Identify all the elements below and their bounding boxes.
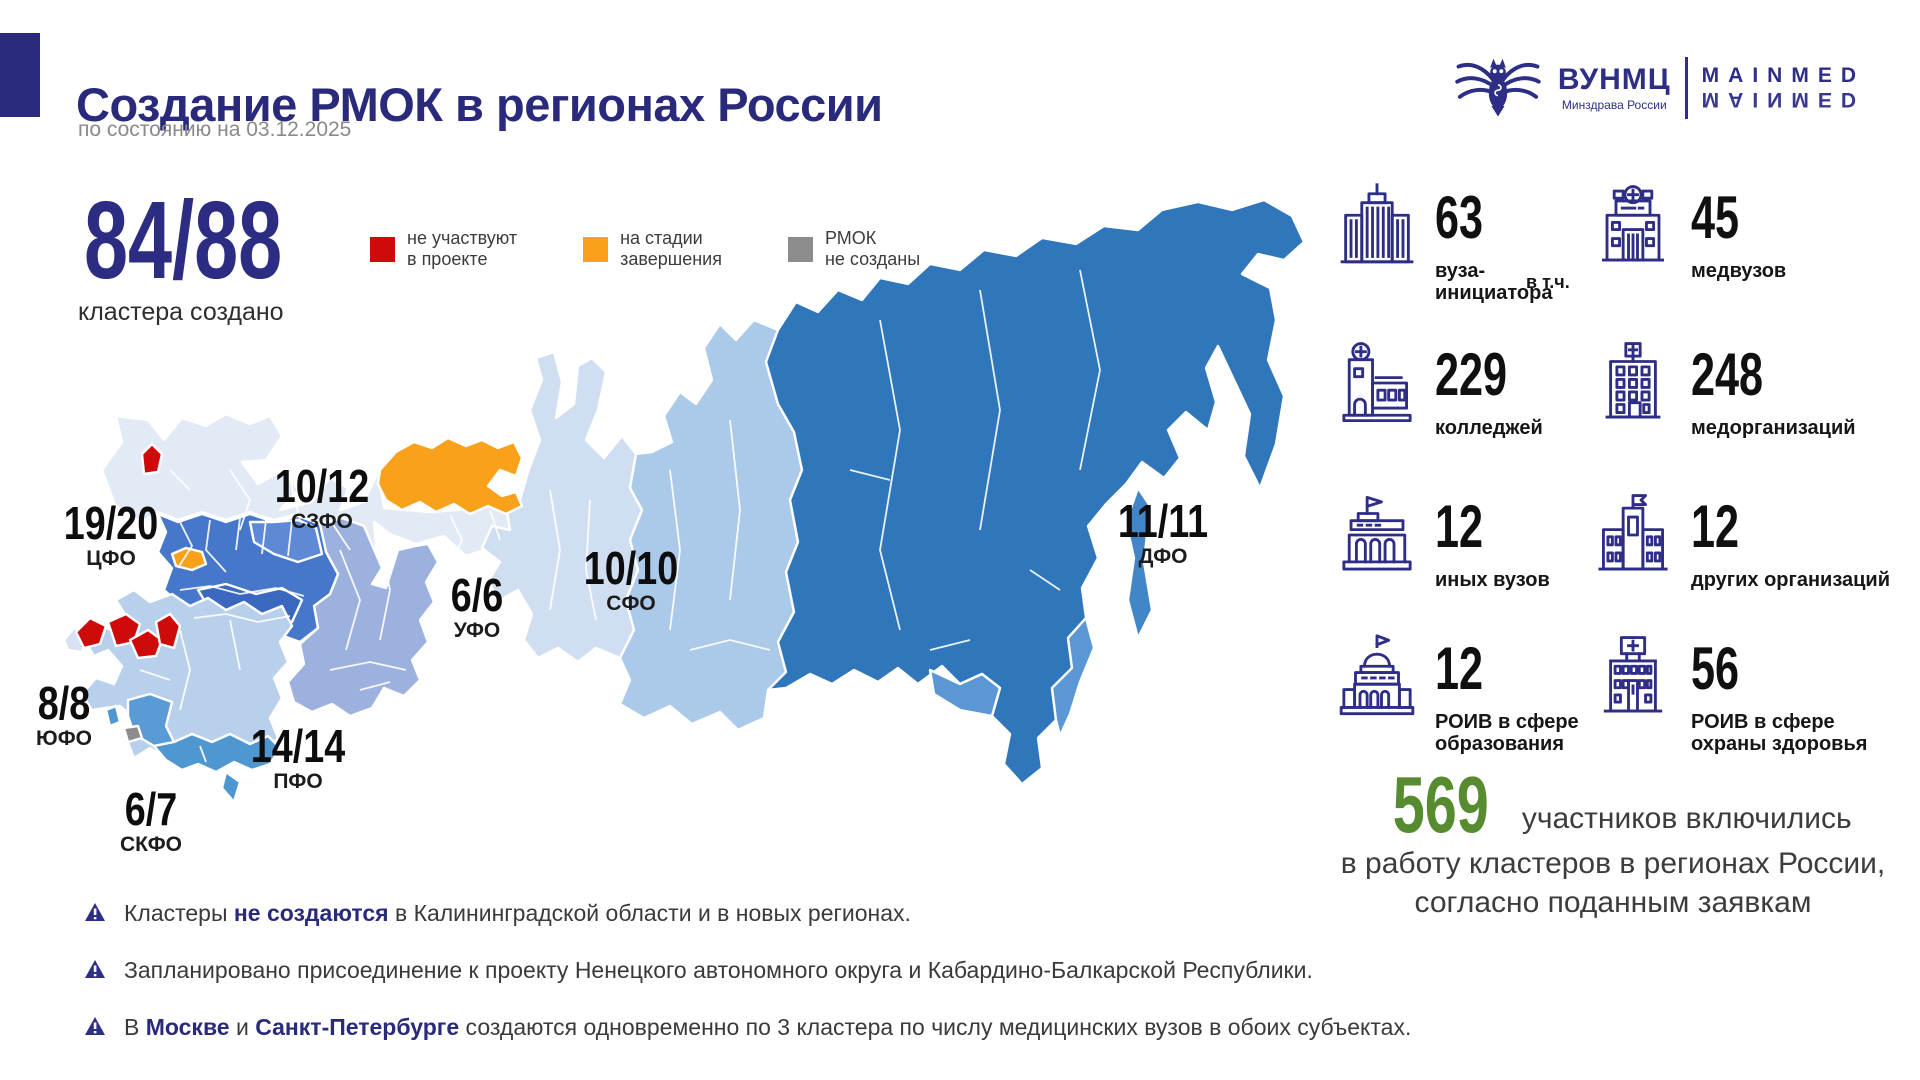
organization-flag-icon — [1592, 492, 1678, 580]
note-kaliningrad: Кластеры не создаются в Калининградской … — [84, 900, 1844, 927]
warning-triangle-icon — [84, 959, 106, 979]
date-note: по состоянию на 03.12.2025 — [78, 118, 352, 141]
district-dfo-east-light — [1050, 616, 1096, 738]
including-label: в т.ч. — [1526, 272, 1570, 292]
stat-value: 12 — [1435, 635, 1484, 702]
region-nao-orange — [376, 436, 524, 516]
stat-universities-initiators: 63 вуза- инициатора — [1336, 183, 1552, 304]
stat-colleges: 229 колледжей — [1336, 340, 1543, 439]
legend: не участвуют в проекте на стадии завершени… — [370, 228, 920, 270]
medical-organization-icon — [1592, 340, 1678, 428]
stat-label: других организаций — [1691, 569, 1891, 591]
legend-swatch-orange — [583, 237, 609, 262]
stat-roiv-education: 12 РОИВ в сфере образования — [1336, 634, 1579, 755]
russia-choropleth-map: 19/20 ЦФО 10/12 СЗФО 6/6 УФО 10/10 СФО 11/11… — [30, 170, 1330, 945]
district-skfo-tip — [220, 770, 242, 804]
stat-value: 12 — [1435, 493, 1484, 560]
participants-count: 569 — [1393, 760, 1490, 849]
inner-region-borders — [139, 269, 1101, 763]
stat-label: вуза- инициатора — [1435, 260, 1553, 304]
map-label-pfo: 14/14 ПФО — [250, 720, 346, 794]
map-label-skfo: 6/7 СКФО — [120, 783, 182, 857]
classic-university-flag-icon — [1336, 492, 1422, 580]
map-label-yufo: 8/8 ЮФО — [36, 677, 92, 751]
stat-label: медорганизаций — [1691, 417, 1856, 439]
stat-label: РОИВ в сфере охраны здоровья — [1691, 711, 1868, 755]
stat-value: 12 — [1691, 493, 1740, 560]
legend-label: на стадии — [620, 228, 703, 248]
legend-item-completing: на стадии завершения — [583, 228, 722, 270]
logo-brand-reflection: MAINMED — [1701, 88, 1865, 111]
stat-other-organizations: 12 других организаций — [1592, 492, 1890, 591]
region-adygea — [104, 704, 122, 728]
clusters-created-caption: кластера создано — [78, 298, 284, 326]
participants-line2: в работу кластеров в регионах России, — [1340, 847, 1886, 881]
stat-label: колледжей — [1435, 417, 1543, 439]
district-skfo — [152, 732, 282, 774]
district-cfo-shade — [248, 518, 324, 564]
legend-swatch-red — [370, 237, 395, 262]
regions-red-new-territories — [74, 612, 182, 660]
stat-roiv-health: 56 РОИВ в сфере охраны здоровья — [1592, 634, 1867, 755]
clusters-created-ratio: 84/88 — [84, 179, 283, 302]
region-gray-not-created — [122, 724, 144, 744]
note-planned-joining: Запланировано присоединение к проекту Не… — [84, 957, 1844, 984]
region-kaliningrad-red — [140, 442, 164, 476]
legend-label: не участвуют — [407, 228, 518, 248]
legend-label: РМОК — [824, 228, 877, 248]
stat-label: РОИВ в сфере образования — [1435, 711, 1579, 755]
participants-line1: участников включились — [1521, 802, 1852, 836]
stat-label: иных вузов — [1435, 569, 1550, 591]
map-label-szfo: 10/12 СЗФО — [274, 460, 370, 534]
stat-med-organizations: 248 медорганизаций — [1592, 340, 1856, 439]
russia-map-svg — [62, 198, 1306, 804]
warning-triangle-icon — [84, 902, 106, 922]
college-building-icon — [1336, 340, 1422, 428]
stat-value: 45 — [1691, 184, 1740, 251]
district-dfo-south-light — [928, 668, 1002, 718]
legend-swatch-gray — [787, 237, 813, 262]
stat-value: 56 — [1691, 635, 1740, 702]
stat-label: медвузов — [1691, 260, 1787, 282]
logo-divider — [1684, 56, 1688, 119]
map-label-sfo: 10/10 СФО — [583, 542, 679, 616]
hospital-building-icon — [1592, 634, 1678, 722]
owl-logo-icon — [1452, 50, 1544, 125]
island-sakhalin — [1124, 486, 1154, 640]
map-label-cfo: 19/20 ЦФО — [63, 497, 159, 571]
capitol-dome-flag-icon — [1336, 634, 1422, 722]
stat-value: 248 — [1691, 341, 1764, 408]
participants-summary: 569 участников включились в работу класт… — [1330, 760, 1896, 922]
district-dfo — [764, 198, 1306, 786]
logo-org-name: ВУНМЦ — [1557, 62, 1671, 96]
participants-line3: согласно поданным заявкам — [1414, 886, 1812, 920]
logo: ВУНМЦ Минздрава России MAINMED MAINMED — [1452, 50, 1865, 125]
logo-brand-text: MAINMED — [1701, 64, 1865, 87]
warning-triangle-icon — [84, 1016, 106, 1036]
legend-item-not-participating: не участвуют в проекте — [370, 228, 517, 270]
stat-value: 229 — [1435, 341, 1508, 408]
legend-item-not-created: РМОК не созданы — [787, 228, 920, 270]
stat-other-universities: 12 иных вузов — [1336, 492, 1550, 591]
map-label-dfo: 11/11 ДФО — [1117, 495, 1209, 569]
logo-org-subtitle: Минздрава России — [1561, 97, 1667, 112]
corner-accent-block — [0, 33, 40, 117]
map-label-ufo: 6/6 УФО — [450, 569, 504, 643]
page-title: Создание РМОК в регионах России — [76, 78, 883, 132]
stat-med-universities: 45 медвузов — [1592, 183, 1786, 282]
note-moscow-spb: В Москве и Санкт-Петербурге создаются од… — [84, 1014, 1844, 1041]
stat-value: 63 — [1435, 184, 1484, 251]
university-building-icon — [1336, 183, 1422, 271]
medical-university-icon — [1592, 183, 1678, 271]
